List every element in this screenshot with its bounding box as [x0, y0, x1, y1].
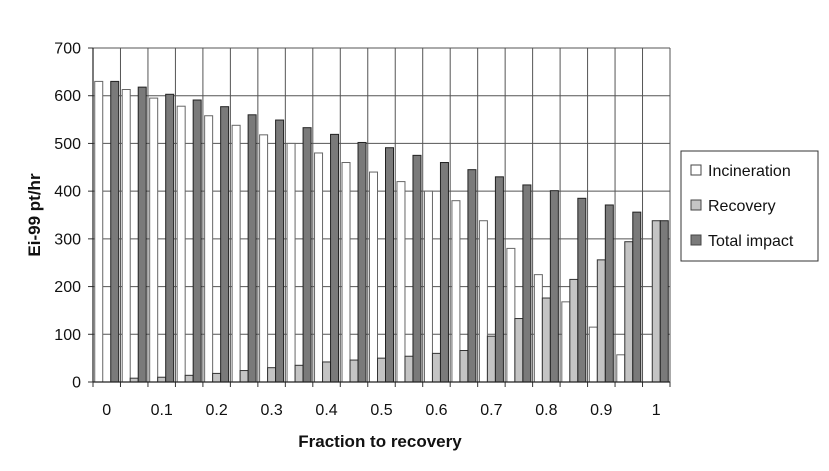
bar-incineration — [478, 220, 488, 383]
x-tick-label: 0.5 — [370, 402, 392, 419]
y-tick-label: 100 — [54, 327, 81, 344]
bar-recovery — [267, 367, 277, 383]
bar-incineration — [369, 171, 378, 383]
bar-recovery — [184, 374, 194, 383]
bar-total-impact — [330, 133, 340, 383]
bar-total-impact — [302, 127, 312, 383]
legend-label-recovery: Recovery — [708, 198, 776, 215]
bar-total-impact — [385, 147, 394, 383]
bar-total-impact — [577, 197, 587, 383]
y-tick-label: 600 — [54, 88, 81, 105]
bar-recovery — [377, 357, 386, 383]
legend-swatch-recovery — [690, 199, 702, 211]
x-tick-label: 0.1 — [151, 402, 173, 419]
bar-recovery — [431, 352, 441, 383]
bar-total-impact — [192, 99, 202, 383]
bar-incineration — [451, 200, 461, 383]
bar-recovery — [596, 259, 606, 383]
legend-swatch-incineration — [690, 164, 702, 176]
bar-total-impact — [412, 154, 422, 383]
grid-lines — [92, 47, 671, 383]
bar-recovery — [294, 364, 304, 383]
x-tick-label: 0.8 — [535, 402, 557, 419]
bar-incineration — [176, 105, 186, 383]
bar-total-impact — [494, 176, 504, 383]
legend: Incineration Recovery Total impact — [680, 150, 819, 262]
bar-recovery — [624, 241, 634, 383]
bar-total-impact — [247, 114, 257, 383]
legend-label-total-impact: Total impact — [708, 233, 794, 250]
y-tick-label: 400 — [54, 184, 81, 201]
bar-total-impact — [137, 86, 147, 383]
bar-recovery — [157, 376, 167, 383]
bar-total-impact — [604, 204, 614, 383]
legend-swatch-total-impact — [690, 234, 702, 246]
y-tick-label: 200 — [54, 279, 81, 296]
y-axis-title: Ei-99 pt/hr — [25, 173, 44, 257]
x-tick-label: 0.2 — [206, 402, 228, 419]
bar-total-impact — [439, 162, 449, 383]
x-tick-label: 0.4 — [315, 402, 337, 419]
axes — [88, 47, 671, 387]
bar-total-impact — [467, 169, 477, 383]
y-tick-label: 300 — [54, 231, 81, 248]
bar-total-impact — [220, 106, 230, 383]
bar-incineration — [94, 80, 104, 383]
bar-total-impact — [549, 190, 559, 383]
x-tick-label: 0 — [102, 402, 111, 419]
bar-total-impact — [110, 80, 120, 383]
bar-recovery — [459, 350, 469, 383]
y-tick-label: 0 — [72, 375, 81, 392]
bar-recovery — [514, 318, 524, 383]
bar-incineration — [561, 301, 571, 383]
bar-recovery — [569, 278, 579, 383]
bar-total-impact — [275, 119, 285, 383]
bars — [94, 80, 669, 383]
bar-total-impact — [659, 220, 669, 383]
bar-recovery — [212, 372, 222, 383]
x-axis-title: Fraction to recovery — [298, 432, 462, 451]
bar-incineration — [286, 142, 296, 383]
bar-incineration — [506, 247, 516, 383]
x-tick-label: 0.6 — [425, 402, 447, 419]
bar-incineration — [121, 89, 131, 383]
legend-box — [680, 150, 819, 262]
bar-recovery — [322, 361, 332, 383]
bar-recovery — [651, 220, 661, 383]
y-tick-label: 700 — [54, 41, 81, 58]
bar-incineration — [423, 190, 433, 383]
bar-total-impact — [522, 184, 532, 383]
bar-recovery — [349, 359, 359, 383]
bar-incineration — [314, 152, 324, 383]
bar-incineration — [396, 181, 406, 383]
y-tick-label: 500 — [54, 136, 81, 153]
bar-incineration — [588, 326, 598, 383]
x-tick-label: 1 — [652, 402, 661, 419]
bar-incineration — [149, 97, 159, 383]
bar-total-impact — [165, 93, 175, 383]
tick-labels: 0 100 200 300 400 500 600 700 0 0.1 0.2 0.3 0.4 0.5 0.… — [54, 41, 661, 420]
bar-total-impact — [357, 141, 367, 383]
bar-recovery — [486, 335, 496, 383]
bar-incineration — [259, 134, 269, 383]
bar-incineration — [204, 115, 214, 383]
bar-total-impact — [632, 211, 642, 383]
bar-recovery — [541, 297, 551, 383]
bar-incineration — [533, 274, 543, 383]
x-tick-label: 0.7 — [480, 402, 502, 419]
bar-recovery — [239, 370, 249, 383]
bar-incineration — [341, 162, 351, 383]
x-tick-label: 0.9 — [590, 402, 612, 419]
bar-recovery — [404, 355, 414, 383]
bar-incineration — [231, 124, 241, 383]
x-tick-label: 0.3 — [260, 402, 282, 419]
legend-label-incineration: Incineration — [708, 163, 791, 180]
bar-incineration — [616, 354, 626, 383]
